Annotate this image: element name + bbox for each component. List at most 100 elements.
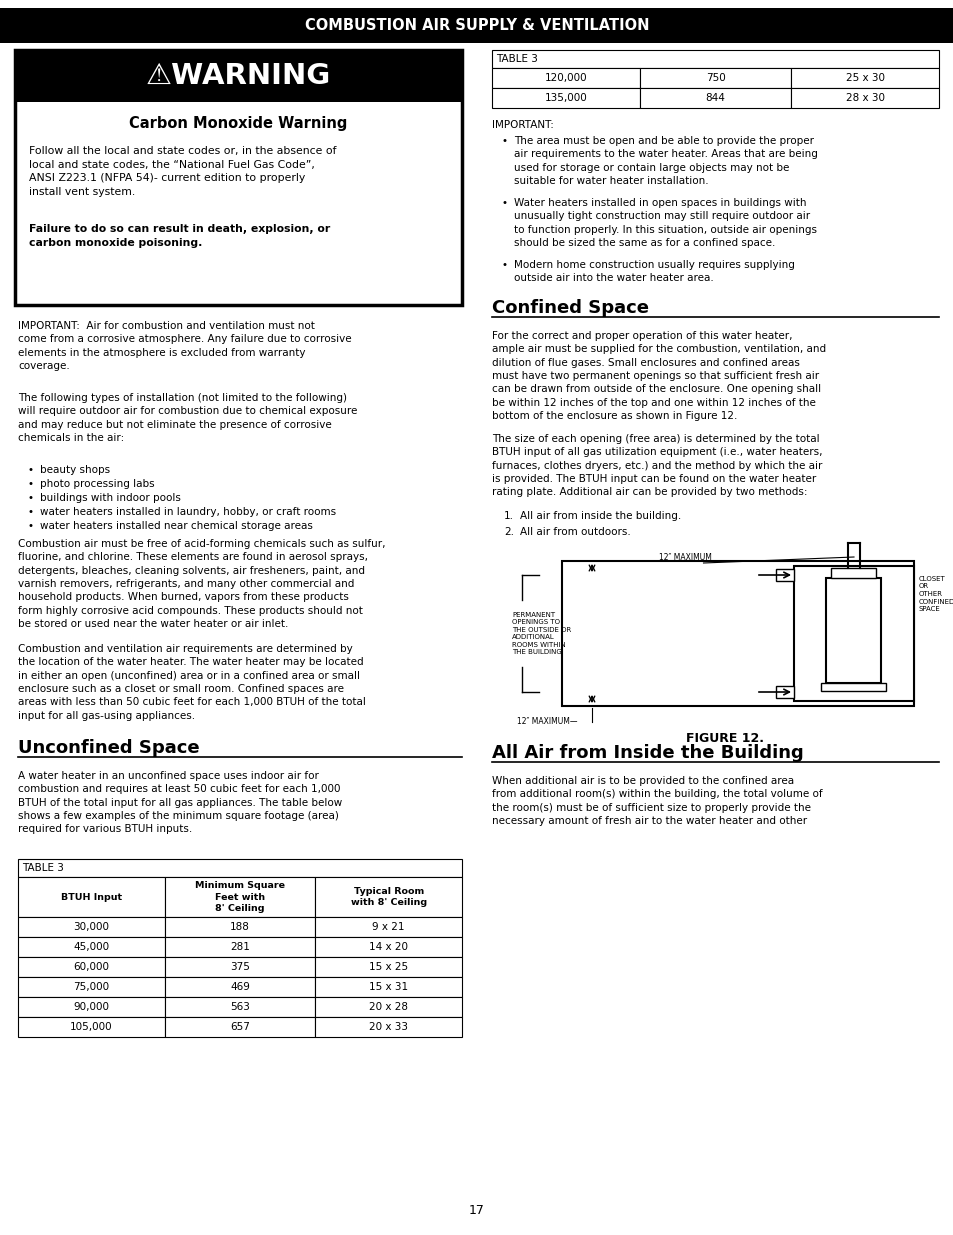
Bar — [18, 860, 461, 877]
Text: 105,000: 105,000 — [70, 1023, 112, 1032]
Bar — [164, 957, 315, 977]
Text: Modern home construction usually requires supplying
outside air into the water h: Modern home construction usually require… — [514, 261, 794, 283]
Text: Typical Room
with 8' Ceiling: Typical Room with 8' Ceiling — [351, 887, 426, 906]
Text: IMPORTANT:: IMPORTANT: — [492, 120, 554, 130]
Text: Follow all the local and state codes or, in the absence of
local and state codes: Follow all the local and state codes or,… — [29, 146, 336, 196]
Text: 20 x 33: 20 x 33 — [369, 1023, 408, 1032]
Bar — [492, 68, 639, 88]
Text: PERMANENT
OPENINGS TO
THE OUTSIDE OR
ADDITIONAL
ROOMS WITHIN
THE BUILDING: PERMANENT OPENINGS TO THE OUTSIDE OR ADD… — [512, 611, 571, 656]
Bar — [18, 937, 164, 957]
Bar — [164, 1016, 315, 1037]
Bar — [315, 977, 461, 997]
Bar — [775, 685, 793, 698]
Text: 1.: 1. — [503, 511, 514, 521]
Bar — [315, 997, 461, 1016]
Bar — [315, 937, 461, 957]
Text: Carbon Monoxide Warning: Carbon Monoxide Warning — [130, 116, 347, 131]
Text: 844: 844 — [705, 93, 724, 103]
Bar — [831, 568, 876, 578]
Text: 469: 469 — [230, 982, 250, 992]
Text: 20 x 28: 20 x 28 — [369, 1002, 408, 1011]
Text: Failure to do so can result in death, explosion, or
carbon monoxide poisoning.: Failure to do so can result in death, ex… — [29, 224, 330, 247]
Bar — [18, 1016, 164, 1037]
Text: beauty shops: beauty shops — [40, 466, 110, 475]
Text: 12″ MAXIMUM: 12″ MAXIMUM — [659, 553, 711, 562]
Bar — [775, 569, 793, 580]
Text: ⚠WARNING: ⚠WARNING — [146, 62, 331, 90]
Text: 45,000: 45,000 — [73, 942, 110, 952]
Text: When additional air is to be provided to the confined area
from additional room(: When additional air is to be provided to… — [492, 776, 821, 826]
Bar — [164, 877, 315, 918]
Text: TABLE 3: TABLE 3 — [22, 863, 64, 873]
Text: 14 x 20: 14 x 20 — [369, 942, 408, 952]
Bar — [821, 683, 885, 692]
Text: 120,000: 120,000 — [544, 73, 586, 83]
Text: •: • — [28, 521, 34, 531]
Bar — [315, 877, 461, 918]
Text: The area must be open and be able to provide the proper
air requirements to the : The area must be open and be able to pro… — [514, 136, 817, 186]
Text: TABLE 3: TABLE 3 — [496, 54, 537, 64]
Text: Combustion air must be free of acid-forming chemicals such as sulfur,
fluorine, : Combustion air must be free of acid-form… — [18, 538, 385, 629]
Bar — [825, 578, 881, 683]
Text: Minimum Square
Feet with
8' Ceiling: Minimum Square Feet with 8' Ceiling — [194, 882, 285, 913]
Bar — [639, 88, 791, 107]
Bar — [315, 957, 461, 977]
Text: 15 x 31: 15 x 31 — [369, 982, 408, 992]
Bar — [0, 7, 953, 43]
Text: 9 x 21: 9 x 21 — [372, 923, 405, 932]
Text: •: • — [501, 198, 507, 207]
Text: photo processing labs: photo processing labs — [40, 479, 154, 489]
Bar — [791, 88, 938, 107]
Text: 188: 188 — [230, 923, 250, 932]
Text: 2.: 2. — [503, 527, 514, 537]
Bar — [164, 937, 315, 957]
Text: 281: 281 — [230, 942, 250, 952]
Text: FIGURE 12.: FIGURE 12. — [686, 732, 763, 745]
Bar — [164, 977, 315, 997]
Text: All Air from Inside the Building: All Air from Inside the Building — [492, 743, 803, 762]
Text: 90,000: 90,000 — [73, 1002, 110, 1011]
Text: CLOSET
OR
OTHER
CONFINED
SPACE: CLOSET OR OTHER CONFINED SPACE — [918, 576, 953, 613]
Text: Combustion and ventilation air requirements are determined by
the location of th: Combustion and ventilation air requireme… — [18, 643, 366, 721]
Text: •: • — [28, 508, 34, 517]
Text: 75,000: 75,000 — [73, 982, 110, 992]
Bar — [18, 918, 164, 937]
Bar — [18, 997, 164, 1016]
Bar — [15, 49, 461, 103]
Text: 563: 563 — [230, 1002, 250, 1011]
Text: Water heaters installed in open spaces in buildings with
unusually tight constru: Water heaters installed in open spaces i… — [514, 198, 816, 248]
Text: •: • — [28, 466, 34, 475]
Text: •: • — [501, 261, 507, 270]
Bar — [561, 561, 913, 706]
Text: Unconfined Space: Unconfined Space — [18, 739, 199, 757]
Text: The following types of installation (not limited to the following)
will require : The following types of installation (not… — [18, 393, 357, 443]
Text: •: • — [28, 493, 34, 503]
Text: All air from inside the building.: All air from inside the building. — [519, 511, 680, 521]
Text: BTUH Input: BTUH Input — [61, 893, 122, 902]
Bar — [315, 1016, 461, 1037]
Text: For the correct and proper operation of this water heater,
ample air must be sup: For the correct and proper operation of … — [492, 331, 825, 421]
Text: water heaters installed near chemical storage areas: water heaters installed near chemical st… — [40, 521, 313, 531]
Text: 135,000: 135,000 — [544, 93, 586, 103]
Text: 375: 375 — [230, 962, 250, 972]
Text: 15 x 25: 15 x 25 — [369, 962, 408, 972]
Bar — [492, 88, 639, 107]
Text: 30,000: 30,000 — [73, 923, 110, 932]
Bar — [18, 957, 164, 977]
Text: 657: 657 — [230, 1023, 250, 1032]
Text: buildings with indoor pools: buildings with indoor pools — [40, 493, 181, 503]
Text: •: • — [501, 136, 507, 146]
Text: 12″ MAXIMUM—: 12″ MAXIMUM— — [517, 718, 577, 726]
Bar — [18, 977, 164, 997]
Text: The size of each opening (free area) is determined by the total
BTUH input of al: The size of each opening (free area) is … — [492, 433, 821, 498]
Text: 750: 750 — [705, 73, 724, 83]
Bar — [639, 68, 791, 88]
Text: 17: 17 — [469, 1204, 484, 1216]
Bar — [793, 566, 913, 701]
Text: 25 x 30: 25 x 30 — [845, 73, 883, 83]
Bar — [315, 918, 461, 937]
Text: IMPORTANT:  Air for combustion and ventilation must not
come from a corrosive at: IMPORTANT: Air for combustion and ventil… — [18, 321, 352, 370]
Text: water heaters installed in laundry, hobby, or craft rooms: water heaters installed in laundry, hobb… — [40, 508, 335, 517]
Text: 60,000: 60,000 — [73, 962, 110, 972]
Bar — [492, 49, 938, 68]
